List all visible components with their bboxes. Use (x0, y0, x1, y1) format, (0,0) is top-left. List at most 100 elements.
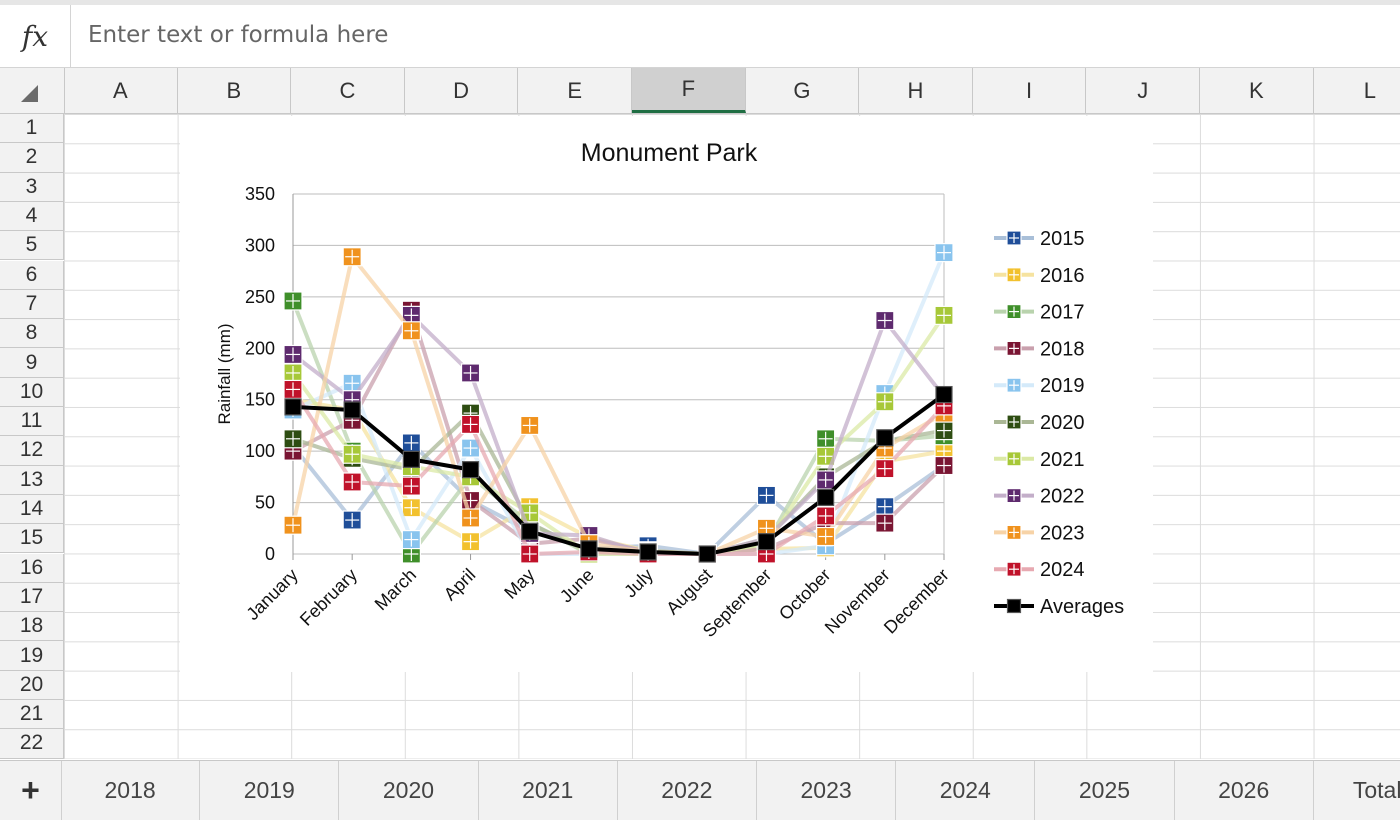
data-point[interactable] (461, 461, 480, 479)
data-point[interactable] (342, 444, 362, 464)
column-header-j[interactable]: J (1086, 68, 1200, 113)
data-point[interactable] (1006, 230, 1022, 246)
data-point[interactable] (875, 392, 895, 412)
data-point[interactable] (757, 533, 776, 551)
row-header-16[interactable]: 16 (0, 553, 64, 583)
sheet-tab-2018[interactable]: 2018 (61, 761, 201, 820)
data-point[interactable] (521, 522, 539, 540)
data-point[interactable] (460, 508, 481, 528)
data-point[interactable] (284, 398, 302, 416)
data-point[interactable] (875, 513, 895, 533)
data-point[interactable] (401, 544, 421, 564)
row-header-10[interactable]: 10 (0, 377, 64, 407)
legend-item-2024[interactable]: 2024 (994, 559, 1085, 581)
row-header-11[interactable]: 11 (0, 407, 64, 437)
data-point[interactable] (520, 415, 540, 436)
sheet-tab-2024[interactable]: 2024 (896, 761, 1036, 820)
data-point[interactable] (1006, 488, 1022, 504)
column-header-f[interactable]: F (632, 68, 746, 113)
data-point[interactable] (342, 472, 362, 492)
formula-input[interactable] (88, 19, 1368, 51)
column-header-i[interactable]: I (973, 68, 1087, 113)
add-sheet-button[interactable]: + (0, 761, 62, 820)
data-point[interactable] (460, 414, 481, 434)
data-point[interactable] (817, 488, 835, 507)
row-header-13[interactable]: 13 (0, 465, 64, 495)
data-point[interactable] (1006, 304, 1022, 320)
data-point[interactable] (934, 305, 954, 325)
data-point[interactable] (816, 446, 836, 466)
row-header-15[interactable]: 15 (0, 524, 64, 554)
data-point[interactable] (401, 476, 421, 496)
legend-item-2022[interactable]: 2022 (994, 486, 1085, 508)
data-point[interactable] (816, 506, 836, 526)
row-header-21[interactable]: 21 (0, 700, 64, 730)
row-header-3[interactable]: 3 (0, 172, 64, 202)
data-point[interactable] (639, 543, 657, 561)
data-point[interactable] (698, 545, 716, 563)
data-point[interactable] (1006, 267, 1022, 283)
data-point[interactable] (1006, 340, 1022, 356)
row-header-5[interactable]: 5 (0, 231, 64, 261)
row-header-14[interactable]: 14 (0, 494, 64, 525)
row-header-20[interactable]: 20 (0, 670, 64, 700)
data-point[interactable] (342, 510, 362, 530)
data-point[interactable] (875, 497, 895, 517)
sheet-tab-2019[interactable]: 2019 (200, 761, 340, 820)
data-point[interactable] (520, 544, 540, 564)
column-header-k[interactable]: K (1200, 68, 1314, 113)
data-point[interactable] (460, 363, 481, 383)
data-point[interactable] (460, 438, 481, 458)
legend-item-2023[interactable]: 2023 (994, 522, 1085, 544)
row-header-4[interactable]: 4 (0, 201, 64, 232)
legend-item-averages[interactable]: Averages (994, 596, 1124, 618)
data-point[interactable] (934, 420, 954, 441)
sheet-tab-2026[interactable]: 2026 (1175, 761, 1314, 820)
data-point[interactable] (875, 459, 895, 479)
sheet-tab-2021[interactable]: 2021 (479, 761, 618, 820)
data-point[interactable] (283, 515, 303, 535)
row-header-1[interactable]: 1 (0, 114, 64, 144)
data-point[interactable] (283, 363, 303, 383)
data-point[interactable] (402, 450, 420, 468)
data-point[interactable] (1006, 451, 1022, 467)
data-point[interactable] (935, 385, 953, 404)
data-point[interactable] (875, 310, 895, 331)
row-header-6[interactable]: 6 (0, 260, 64, 290)
legend-item-2016[interactable]: 2016 (994, 265, 1085, 287)
row-header-2[interactable]: 2 (0, 143, 64, 173)
column-header-c[interactable]: C (291, 68, 405, 113)
data-point[interactable] (460, 532, 481, 552)
series-averages[interactable] (284, 385, 953, 563)
column-header-a[interactable]: A (64, 68, 178, 113)
column-header-l[interactable]: L (1314, 68, 1400, 113)
data-point[interactable] (401, 498, 421, 518)
data-point[interactable] (816, 470, 836, 490)
column-header-h[interactable]: H (859, 68, 973, 113)
sheet-tab-totals[interactable]: Totals (1314, 761, 1400, 820)
sheet-tab-2023[interactable]: 2023 (757, 761, 897, 820)
row-header-17[interactable]: 17 (0, 582, 64, 613)
data-point[interactable] (934, 441, 954, 461)
data-point[interactable] (342, 247, 362, 267)
sheet-tab-2020[interactable]: 2020 (339, 761, 479, 820)
data-point[interactable] (1006, 377, 1022, 393)
legend-item-2020[interactable]: 2020 (994, 412, 1085, 434)
column-header-d[interactable]: D (405, 68, 519, 113)
data-point[interactable] (580, 540, 598, 558)
row-header-8[interactable]: 8 (0, 319, 64, 349)
column-header-g[interactable]: G (746, 68, 860, 113)
fx-icon[interactable]: fx (0, 5, 71, 67)
data-point[interactable] (401, 433, 421, 453)
row-header-19[interactable]: 19 (0, 641, 64, 671)
data-point[interactable] (283, 344, 303, 365)
data-point[interactable] (1006, 561, 1022, 577)
legend[interactable]: 2015 2016 2017 2018 2019 2020 2021 2022 2023 2024… (994, 228, 1124, 618)
data-point[interactable] (1006, 524, 1022, 540)
data-point[interactable] (816, 526, 836, 547)
row-header-9[interactable]: 9 (0, 348, 64, 378)
row-header-7[interactable]: 7 (0, 289, 64, 320)
select-all-corner[interactable] (0, 68, 65, 113)
data-point[interactable] (1006, 598, 1022, 614)
data-point[interactable] (934, 243, 954, 263)
